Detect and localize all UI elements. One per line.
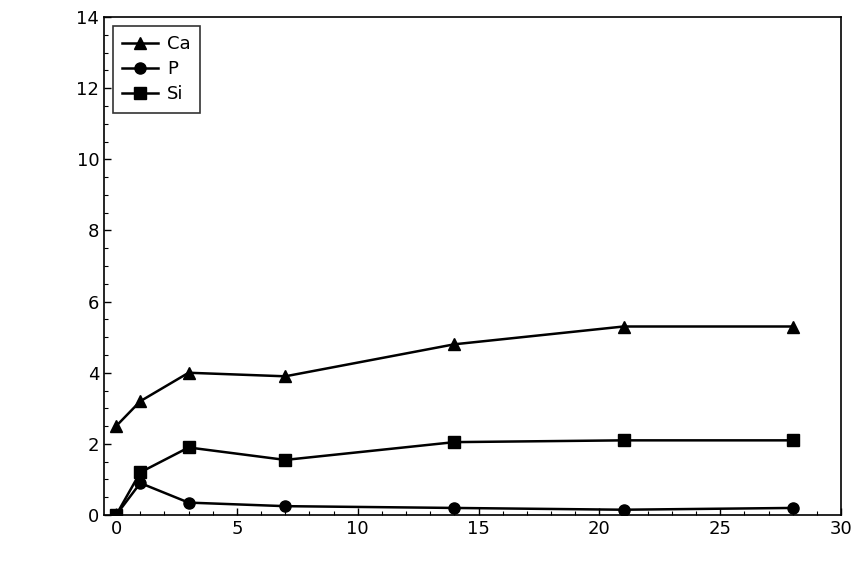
Legend: Ca, P, Si: Ca, P, Si bbox=[113, 26, 200, 113]
Si bbox=[618, 437, 629, 444]
Si bbox=[111, 512, 121, 518]
Line: Ca: Ca bbox=[111, 321, 799, 432]
Line: Si: Si bbox=[111, 435, 799, 521]
Ca bbox=[135, 398, 146, 405]
P bbox=[618, 507, 629, 513]
P bbox=[111, 512, 121, 518]
Ca bbox=[618, 323, 629, 330]
Ca bbox=[184, 370, 194, 376]
Si bbox=[787, 437, 798, 444]
Si bbox=[280, 457, 290, 464]
P bbox=[787, 504, 798, 511]
Si bbox=[449, 439, 460, 445]
P bbox=[280, 503, 290, 509]
Ca bbox=[787, 323, 798, 330]
Ca bbox=[111, 423, 121, 430]
Ca bbox=[449, 341, 460, 348]
P bbox=[184, 499, 194, 506]
P bbox=[449, 504, 460, 511]
Si bbox=[184, 444, 194, 451]
Ca bbox=[280, 373, 290, 380]
Si bbox=[135, 469, 146, 476]
Line: P: P bbox=[111, 478, 799, 521]
P bbox=[135, 479, 146, 486]
